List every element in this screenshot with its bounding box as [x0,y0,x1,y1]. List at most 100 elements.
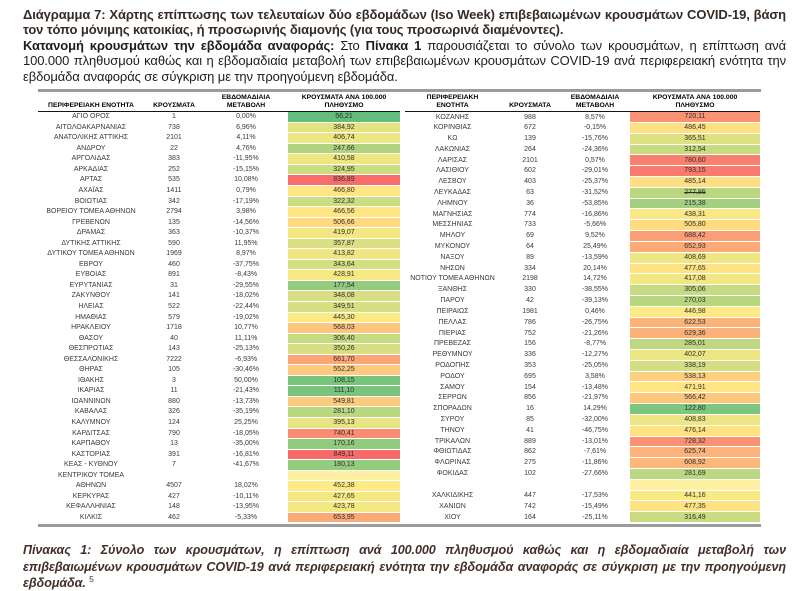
change-cell: 4,76% [236,144,256,152]
cases-cell [500,479,560,490]
cases-cell: 1718 [166,324,182,332]
table-row: ΣΕΡΡΩΝ 856 -21,97% 566,42 [405,392,760,405]
region-name-cell: ΚΑΡΠΑΘΟΥ [71,440,111,448]
cases-cell: 3 [172,376,176,384]
incidence-cell: 402,07 [630,349,760,361]
region-name-cell: ΖΑΚΥΝΘΟΥ [71,292,111,300]
region-name-cell: ΔΥΤΙΚΟΥ ΤΟΜΕΑ ΑΘΗΝΩΝ [47,250,135,258]
change-cell: -21,97% [581,394,609,402]
table-row: ΦΘΙΩΤΙΔΑΣ 862 -7,61% 625,74 [405,446,760,459]
table-row: ΚΑΣΤΟΡΙΑΣ 391 -16,81% 849,11 [38,449,400,461]
region-name-cell: ΛΑΚΩΝΙΑΣ [434,145,471,153]
incidence-cell: 350,26 [288,343,400,355]
table-row [405,479,760,491]
change-cell: 50,00% [234,376,258,384]
change-cell: 8,97% [236,250,256,258]
incidence-cell: 247,66 [288,143,400,155]
change-cell: -21,43% [232,387,260,395]
table-row: ΛΕΥΚΑΔΑΣ 63 -31,52% 277,86 [405,187,760,199]
change-cell: 8,57% [585,113,605,121]
region-name-cell: ΡΟΔΟΠΗΣ [435,361,470,369]
change-cell: -5,33% [234,513,258,521]
cases-cell: 752 [524,329,536,337]
region-name-cell: ΚΟΖΑΝΗΣ [435,113,470,121]
cases-cell: 742 [524,502,536,510]
incidence-cell: 486,45 [630,122,760,134]
table-row: ΑΝΔΡΟΥ 22 4,76% 247,66 [38,143,400,155]
change-cell: 0,79% [236,186,256,194]
table-row: ΖΑΚΥΝΘΟΥ 141 -18,02% 348,08 [38,290,400,302]
cases-cell: 89 [526,253,534,261]
table-row: ΤΗΝΟΥ 41 -46,75% 476,14 [405,425,760,437]
region-name-cell: ΓΡΕΒΕΝΩΝ [72,218,110,226]
cases-cell: 363 [168,229,180,237]
incidence-cell: 720,11 [630,111,760,123]
footnote-marker: 5 [89,573,94,584]
table-row: ΦΛΩΡΙΝΑΣ 275 -11,86% 608,92 [405,457,760,469]
incidence-table-left: ΠΕΡΙΦΕΡΕΙΑΚΗ ΕΝΟΤΗΤΑ ΚΡΟΥΣΜΑΤΑ ΕΒΔΟΜΑΔΙΑΙΑ… [38,93,400,524]
table-row: ΚΑΡΔΙΤΣΑΣ 790 -18,05% 740,41 [38,428,400,440]
table-row: ΘΑΣΟΥ 40 11,11% 306,40 [38,333,400,345]
change-cell: -10,37% [232,229,260,237]
change-cell: -13,73% [232,397,260,405]
region-name-cell: ΑΝΑΤΟΛΙΚΗΣ ΑΤΤΙΚΗΣ [53,134,129,142]
incidence-cell: 629,36 [630,327,760,340]
column-header: ΕΒΔΟΜΑΔΙΑΙΑ ΜΕΤΑΒΟΛΗ [560,93,630,113]
table-row: ΧΑΛΚΙΔΙΚΗΣ 447 -17,53% 441,16 [405,490,760,502]
cases-cell: 2794 [166,208,182,216]
column-header: ΕΒΔΟΜΑΔΙΑΙΑ ΜΕΤΑΒΟΛΗ [204,93,288,113]
change-cell: 14,29% [583,405,607,413]
table-row: ΜΥΚΟΝΟΥ 64 25,49% 652,93 [405,241,760,253]
table-row: ΕΒΡΟΥ 460 -37,75% 343,64 [38,259,400,271]
cases-cell: 862 [524,448,536,456]
cases-cell: 353 [524,361,536,369]
table-row: ΗΛΕΙΑΣ 522 -22,44% 349,51 [38,301,400,313]
region-name-cell: ΕΥΡΥΤΑΝΙΑΣ [69,281,113,289]
intro-lead: Κατανομή κρουσμάτων την εβδομάδα αναφορά… [23,37,335,53]
change-cell: -5,66% [583,221,607,229]
region-name-cell: ΛΕΣΒΟΥ [438,178,467,186]
region-name-cell: ΜΑΓΝΗΣΙΑΣ [432,210,473,218]
incidence-cell: 322,32 [288,196,400,208]
table-row: ΛΑΚΩΝΙΑΣ 264 -24,36% 312,54 [405,144,760,156]
incidence-cell: 653,95 [288,512,400,524]
region-name-cell: ΡΟΔΟΥ [440,372,465,380]
region-name-cell: ΚΑΣΤΟΡΙΑΣ [71,450,111,458]
incidence-cell: 312,54 [630,144,760,156]
cases-cell: 733 [524,221,536,229]
cases-cell: 156 [524,340,536,348]
region-name-cell: ΕΥΒΟΙΑΣ [75,271,107,279]
region-name-cell: ΠΑΡΟΥ [440,297,465,305]
column-header: ΚΡΟΥΣΜΑΤΑ [500,93,560,113]
region-name-cell: ΚΙΛΚΙΣ [79,513,103,521]
incidence-cell: 485,14 [630,176,760,188]
cases-cell: 334 [524,264,536,272]
change-cell: -12,27% [581,351,609,359]
table-row: ΣΥΡΟΥ 85 -32,00% 408,83 [405,414,760,426]
table-header-left: ΠΕΡΙΦΕΡΕΙΑΚΗ ΕΝΟΤΗΤΑ ΚΡΟΥΣΜΑΤΑ ΕΒΔΟΜΑΔΙΑΙΑ… [38,93,400,113]
change-cell: -24,36% [581,145,609,153]
cases-cell: 460 [168,260,180,268]
cases-cell: 69 [526,232,534,240]
cases-cell: 36 [526,199,534,207]
incidence-cell: 445,30 [288,312,400,324]
table-row: ΗΜΑΘΙΑΣ 579 -19,02% 445,30 [38,312,400,324]
table-header-right: ΠΕΡΙΦΕΡΕΙΑΚΗ ΕΝΟΤΗΤΑ ΚΡΟΥΣΜΑΤΑ ΕΒΔΟΜΑΔΙΑΙΑ… [405,93,760,113]
cases-cell: 326 [168,408,180,416]
region-name-cell: ΚΩ [447,134,458,142]
change-cell: -30,46% [232,366,260,374]
region-name-cell: ΚΕΝΤΡΙΚΟΥ ΤΟΜΕΑ [57,471,125,479]
cases-cell: 880 [168,397,180,405]
change-cell: -8,77% [583,340,607,348]
table-row: ΜΗΛΟΥ 69 9,52% 688,42 [405,230,760,242]
table-row: ΑΓΙΟ ΟΡΟΣ 1 0,00% 56,21 [38,111,400,123]
table-row: ΚΕΝΤΡΙΚΟΥ ΤΟΜΕΑ [38,470,400,482]
incidence-cell [288,470,400,482]
incidence-cell: 111,10 [288,385,400,397]
region-name-cell: ΜΕΣΣΗΝΙΑΣ [432,221,473,229]
incidence-cell: 305,06 [630,284,760,296]
intro-rest: παρουσιάζεται το σύνολο των κρουσμάτων, … [23,37,786,84]
cases-cell: 22 [170,144,178,152]
table-row: ΣΠΟΡΑΔΩΝ 16 14,29% 122,80 [405,403,760,415]
region-name-cell: ΤΗΝΟΥ [440,426,465,434]
